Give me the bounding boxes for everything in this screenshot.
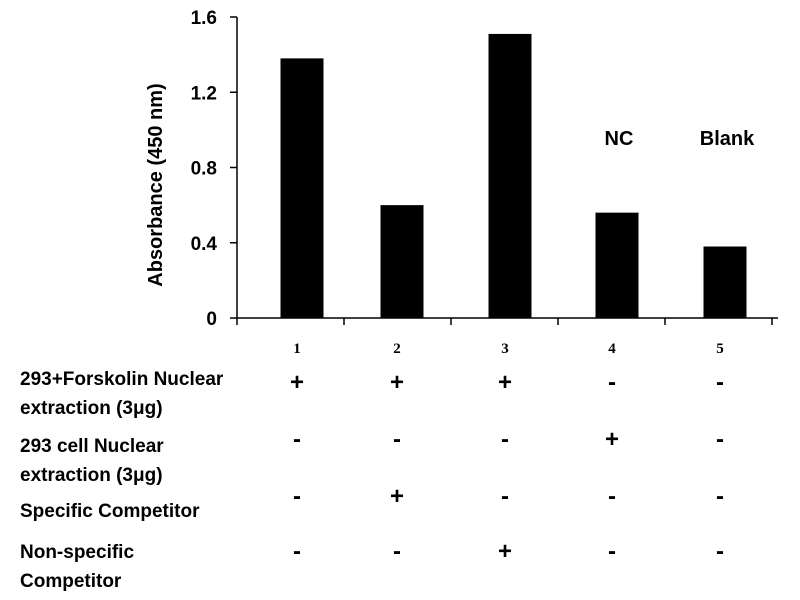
y-tick-label: 1.2 xyxy=(191,83,217,104)
annotation-label: NC xyxy=(605,128,634,150)
condition-label-line: extraction (3μg) xyxy=(20,465,163,486)
bar-1 xyxy=(280,58,324,318)
minus-mark: - xyxy=(716,483,724,510)
y-tick-label: 0.4 xyxy=(191,234,218,255)
x-category-label: 2 xyxy=(393,341,401,357)
bar-2 xyxy=(380,205,424,318)
condition-label: Specific Competitor xyxy=(20,497,199,526)
plus-mark: + xyxy=(604,426,619,453)
annotation-label: Blank xyxy=(700,128,755,150)
minus-mark: - xyxy=(716,369,724,396)
minus-mark: - xyxy=(716,538,724,565)
minus-mark: - xyxy=(501,426,509,453)
bar-3 xyxy=(488,33,532,319)
condition-label-line: extraction (3μg) xyxy=(20,398,163,419)
y-tick-label: 0.8 xyxy=(191,159,217,180)
condition-label-line: Non-specific xyxy=(20,542,135,563)
condition-label: 293+Forskolin Nuclear extraction (3μg) xyxy=(20,365,223,423)
bar-5 xyxy=(703,246,747,318)
plus-mark: + xyxy=(497,369,512,396)
condition-label-line: Competitor xyxy=(20,571,122,592)
x-category-label: 4 xyxy=(608,341,616,357)
minus-mark: - xyxy=(393,538,401,565)
minus-mark: - xyxy=(716,426,724,453)
plus-mark: + xyxy=(289,369,304,396)
y-tick-label: 1.6 xyxy=(191,8,217,29)
minus-mark: - xyxy=(393,426,401,453)
minus-mark: - xyxy=(293,483,301,510)
condition-label-line: 293 cell Nuclear xyxy=(20,436,164,457)
y-tick-label: 0 xyxy=(206,309,217,330)
minus-mark: - xyxy=(608,369,616,396)
minus-mark: - xyxy=(293,426,301,453)
x-category-label: 5 xyxy=(716,341,724,357)
condition-label-line: Specific Competitor xyxy=(20,501,200,522)
condition-label-line: 293+Forskolin Nuclear xyxy=(20,369,224,390)
x-category-label: 1 xyxy=(293,341,301,357)
y-axis-title: Absorbance (450 nm) xyxy=(145,83,167,286)
condition-label: Non-specific Competitor xyxy=(20,538,134,596)
minus-mark: - xyxy=(501,483,509,510)
bar-4 xyxy=(595,212,639,318)
plus-mark: + xyxy=(389,369,404,396)
bar-chart: 0 0.4 0.8 1.2 1.6 1 2 3 4 5 NC Blank Absorbance (450… xyxy=(145,8,778,357)
x-category-label: 3 xyxy=(501,341,509,357)
minus-mark: - xyxy=(608,483,616,510)
minus-mark: - xyxy=(608,538,616,565)
plus-mark: + xyxy=(389,483,404,510)
condition-label: 293 cell Nuclear extraction (3μg) xyxy=(20,432,164,490)
plus-mark: + xyxy=(497,538,512,565)
minus-mark: - xyxy=(293,538,301,565)
